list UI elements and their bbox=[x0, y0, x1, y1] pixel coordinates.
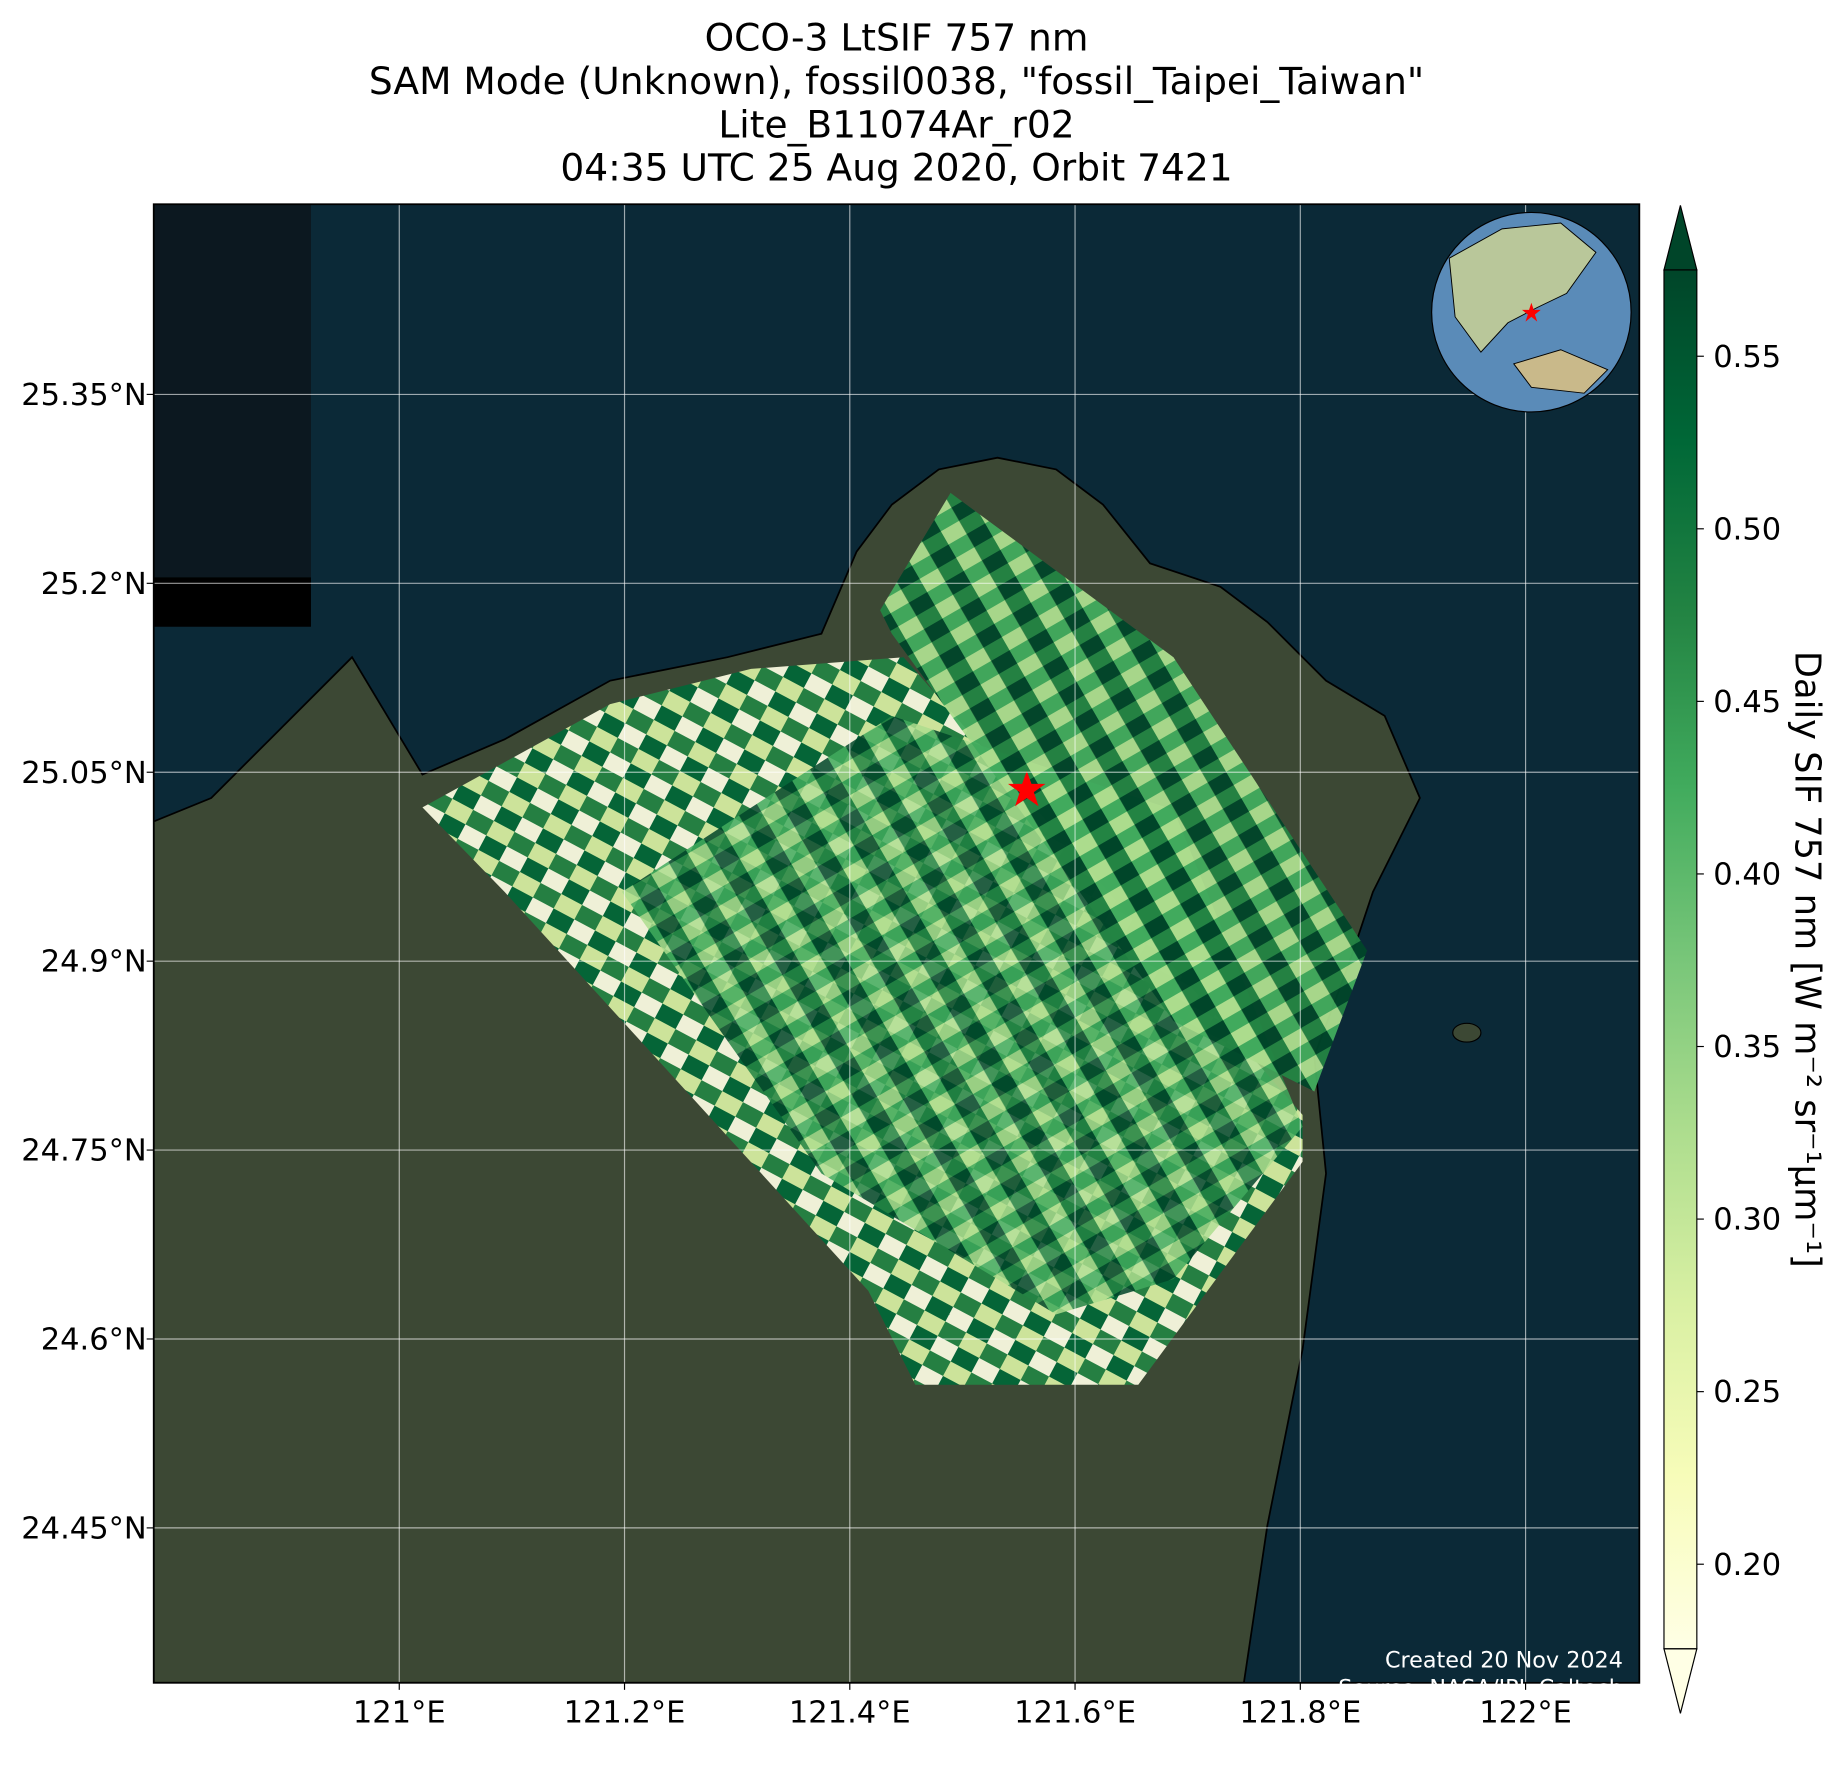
target-star bbox=[1008, 771, 1046, 807]
colorbar-tick-label: 0.25 bbox=[1713, 1375, 1781, 1410]
colorbar-label: Daily SIF 757 nm [W m⁻² sr⁻¹μm⁻¹] bbox=[1786, 651, 1827, 1268]
colorbar bbox=[1663, 269, 1697, 1649]
chart-title: OCO-3 LtSIF 757 nm bbox=[705, 15, 1089, 59]
colorbar-tick-label: 0.45 bbox=[1713, 685, 1781, 720]
x-tick-label: 121.4°E bbox=[789, 1696, 911, 1731]
map-frame bbox=[152, 203, 1641, 1684]
colorbar-tick-label: 0.20 bbox=[1713, 1548, 1781, 1583]
y-tick-label: 25.05°N bbox=[21, 756, 146, 791]
x-tick-label: 121.8°E bbox=[1239, 1696, 1361, 1731]
y-tick-label: 24.45°N bbox=[21, 1511, 146, 1546]
source: Source: NASA/JPL-Caltech bbox=[1338, 1676, 1623, 1702]
colorbar-tick-label: 0.40 bbox=[1713, 858, 1781, 893]
colorbar-tick-label: 0.35 bbox=[1713, 1030, 1781, 1065]
sif-swaths bbox=[422, 492, 1368, 1385]
y-tick-label: 24.6°N bbox=[41, 1323, 147, 1358]
chart-title: Lite_B11074Ar_r02 bbox=[718, 102, 1074, 146]
colorbar-frame bbox=[1663, 269, 1698, 1650]
y-tick-label: 24.9°N bbox=[41, 945, 147, 980]
credit: Created 20 Nov 2024 bbox=[1385, 1648, 1623, 1674]
colorbar-tick-label: 0.50 bbox=[1713, 512, 1781, 547]
x-tick-label: 121.2°E bbox=[564, 1696, 686, 1731]
chart-title: 04:35 UTC 25 Aug 2020, Orbit 7421 bbox=[560, 146, 1232, 190]
y-tick-label: 25.35°N bbox=[21, 378, 146, 413]
colorbar-extend bbox=[1663, 1648, 1698, 1714]
inset-globe bbox=[1431, 211, 1632, 413]
colorbar-tick-label: 0.30 bbox=[1713, 1203, 1781, 1238]
y-tick-label: 24.75°N bbox=[21, 1134, 146, 1169]
y-tick-label: 25.2°N bbox=[41, 567, 147, 602]
x-tick-label: 121.6°E bbox=[1014, 1696, 1136, 1731]
colorbar-tick-label: 0.55 bbox=[1713, 340, 1781, 375]
x-tick-label: 122°E bbox=[1479, 1696, 1572, 1731]
colorbar-extend bbox=[1663, 205, 1698, 271]
x-tick-label: 121°E bbox=[353, 1696, 446, 1731]
chart-title: SAM Mode (Unknown), fossil0038, "fossil_… bbox=[369, 59, 1424, 103]
